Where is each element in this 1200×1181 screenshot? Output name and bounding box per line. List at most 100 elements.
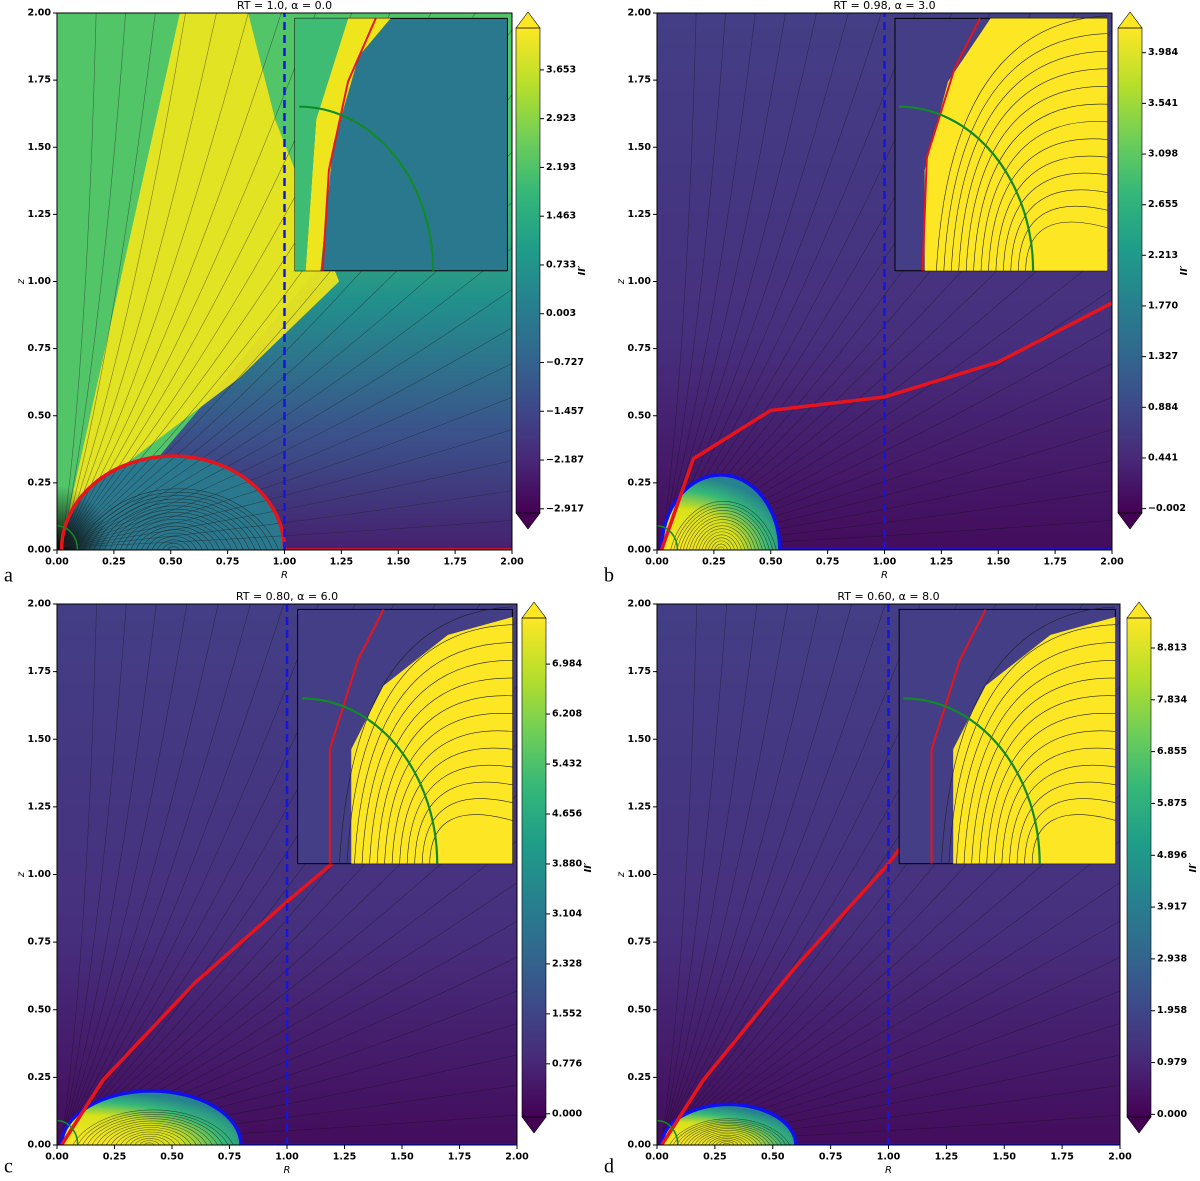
inset-loop	[986, 713, 1116, 864]
field-loop	[72, 1109, 234, 1145]
colorbar-tick-label: 0.441	[1148, 452, 1178, 463]
inset-curve	[321, 17, 377, 271]
field-line	[661, 604, 1039, 1143]
separatrix	[659, 473, 1112, 550]
colorbar-tick-label: 1.327	[1148, 351, 1178, 362]
colorbar	[1118, 28, 1142, 513]
field-loop	[87, 1116, 218, 1145]
field-line	[61, 289, 512, 548]
x-tick-label: 0.25	[703, 1152, 726, 1163]
colorbar-tick-label: 2.923	[546, 113, 576, 124]
field-loop	[676, 1121, 783, 1145]
y-tick-label: 0.00	[28, 545, 52, 556]
y-tick-label: 1.75	[628, 75, 651, 86]
colorbar-tick-label: 3.917	[1157, 902, 1187, 913]
inset-loop	[376, 695, 513, 864]
field-line	[661, 686, 1120, 1143]
heatmap	[657, 13, 1112, 550]
field-loop	[690, 1128, 767, 1145]
x-tick-label: 1.50	[390, 1152, 414, 1163]
region	[61, 13, 340, 545]
field-loop	[707, 537, 735, 550]
field-line	[661, 794, 1120, 1143]
x-tick-label: 0.00	[45, 557, 69, 568]
panel-label: c	[4, 1156, 13, 1178]
x-tick-label: 1.00	[877, 1152, 901, 1163]
colorbar-tick-label: 3.880	[552, 858, 582, 869]
heatmap	[657, 604, 1120, 1145]
colorbar-tick-label: −2.187	[546, 455, 584, 466]
field-line	[661, 604, 997, 1143]
y-axis-label: z	[616, 871, 627, 878]
x-tick-label: 2.00	[1108, 1152, 1132, 1163]
y-tick-label: 0.50	[628, 410, 652, 421]
x-tick-label: 2.00	[1100, 557, 1124, 568]
y-tick-label: 0.50	[28, 1004, 52, 1015]
field-loop	[104, 505, 250, 550]
field-loop	[98, 502, 256, 550]
colorbar-tick-label: 1.958	[1157, 1005, 1187, 1016]
panel: 0.00 0.25 0.50 0.75 1.00 1.25 1.50 1.75 2.00 0.00…	[4, 0, 588, 587]
field-loop	[669, 1118, 790, 1145]
y-tick-label: 1.25	[628, 209, 651, 220]
y-tick-label: 0.50	[628, 1004, 652, 1015]
x-axis-label: R	[281, 570, 288, 581]
y-tick-label: 0.00	[628, 1140, 652, 1151]
colorbar-tick-label: 3.984	[1148, 47, 1178, 58]
field-loop	[695, 525, 749, 550]
inset-loop	[971, 677, 1116, 864]
y-axis-label: z	[16, 278, 27, 285]
colorbar-extend	[521, 1116, 547, 1134]
inset-circle	[899, 105, 1035, 271]
colorbar	[516, 28, 540, 513]
field-loop	[156, 539, 191, 550]
colorbar-tick-label: 3.104	[552, 908, 582, 919]
inset-loop	[1024, 798, 1116, 864]
field-line	[61, 202, 512, 548]
field-line	[61, 13, 353, 548]
colorbar-tick-label: 0.979	[1157, 1057, 1187, 1068]
inset-loop	[391, 730, 513, 864]
field-loop	[91, 1118, 213, 1145]
field-line	[661, 604, 728, 1143]
colorbar-tick-label: 4.656	[552, 808, 582, 819]
field-line	[61, 363, 512, 548]
x-tick-label: 0.75	[816, 557, 839, 568]
inset-region	[305, 18, 391, 271]
field-line	[661, 13, 756, 548]
field-loop	[151, 536, 197, 550]
inset-loop	[1003, 172, 1108, 271]
field-loop	[135, 525, 215, 550]
field-line	[61, 13, 186, 548]
inset-loop	[421, 798, 513, 864]
inset-loop	[973, 103, 1108, 271]
colorbar-tick-label: −0.002	[1148, 503, 1186, 514]
separatrix	[60, 846, 353, 1145]
field-line	[61, 604, 188, 1143]
inset-loop	[384, 713, 513, 864]
field-loop	[673, 504, 774, 550]
colorbar-tick-label: −1.457	[546, 406, 584, 417]
field-line	[61, 13, 282, 548]
inset-loop	[980, 121, 1108, 271]
field-loop	[129, 1135, 171, 1145]
y-axis-label: z	[16, 871, 27, 878]
field-loop	[719, 1141, 735, 1145]
x-tick-label: 0.75	[216, 557, 239, 568]
colorbar-tick-label: 3.541	[1148, 98, 1178, 109]
colorbar-tick-label: 6.855	[1157, 746, 1187, 757]
heatmap	[57, 13, 512, 550]
colorbar-tick-label: 0.733	[546, 259, 576, 270]
field-line	[61, 94, 512, 548]
y-tick-label: 0.25	[628, 477, 651, 488]
inset-loop	[369, 677, 513, 864]
field-loop	[119, 515, 232, 550]
separatrix	[659, 301, 1112, 550]
colorbar-tick-label: 2.193	[546, 162, 576, 173]
x-tick-label: 0.00	[645, 1152, 669, 1163]
inset-region	[351, 617, 513, 864]
field-line	[61, 13, 156, 548]
field-line	[61, 13, 217, 548]
colorbar-tick-label: −2.917	[546, 503, 584, 514]
colorbar-extend	[1126, 1116, 1152, 1134]
